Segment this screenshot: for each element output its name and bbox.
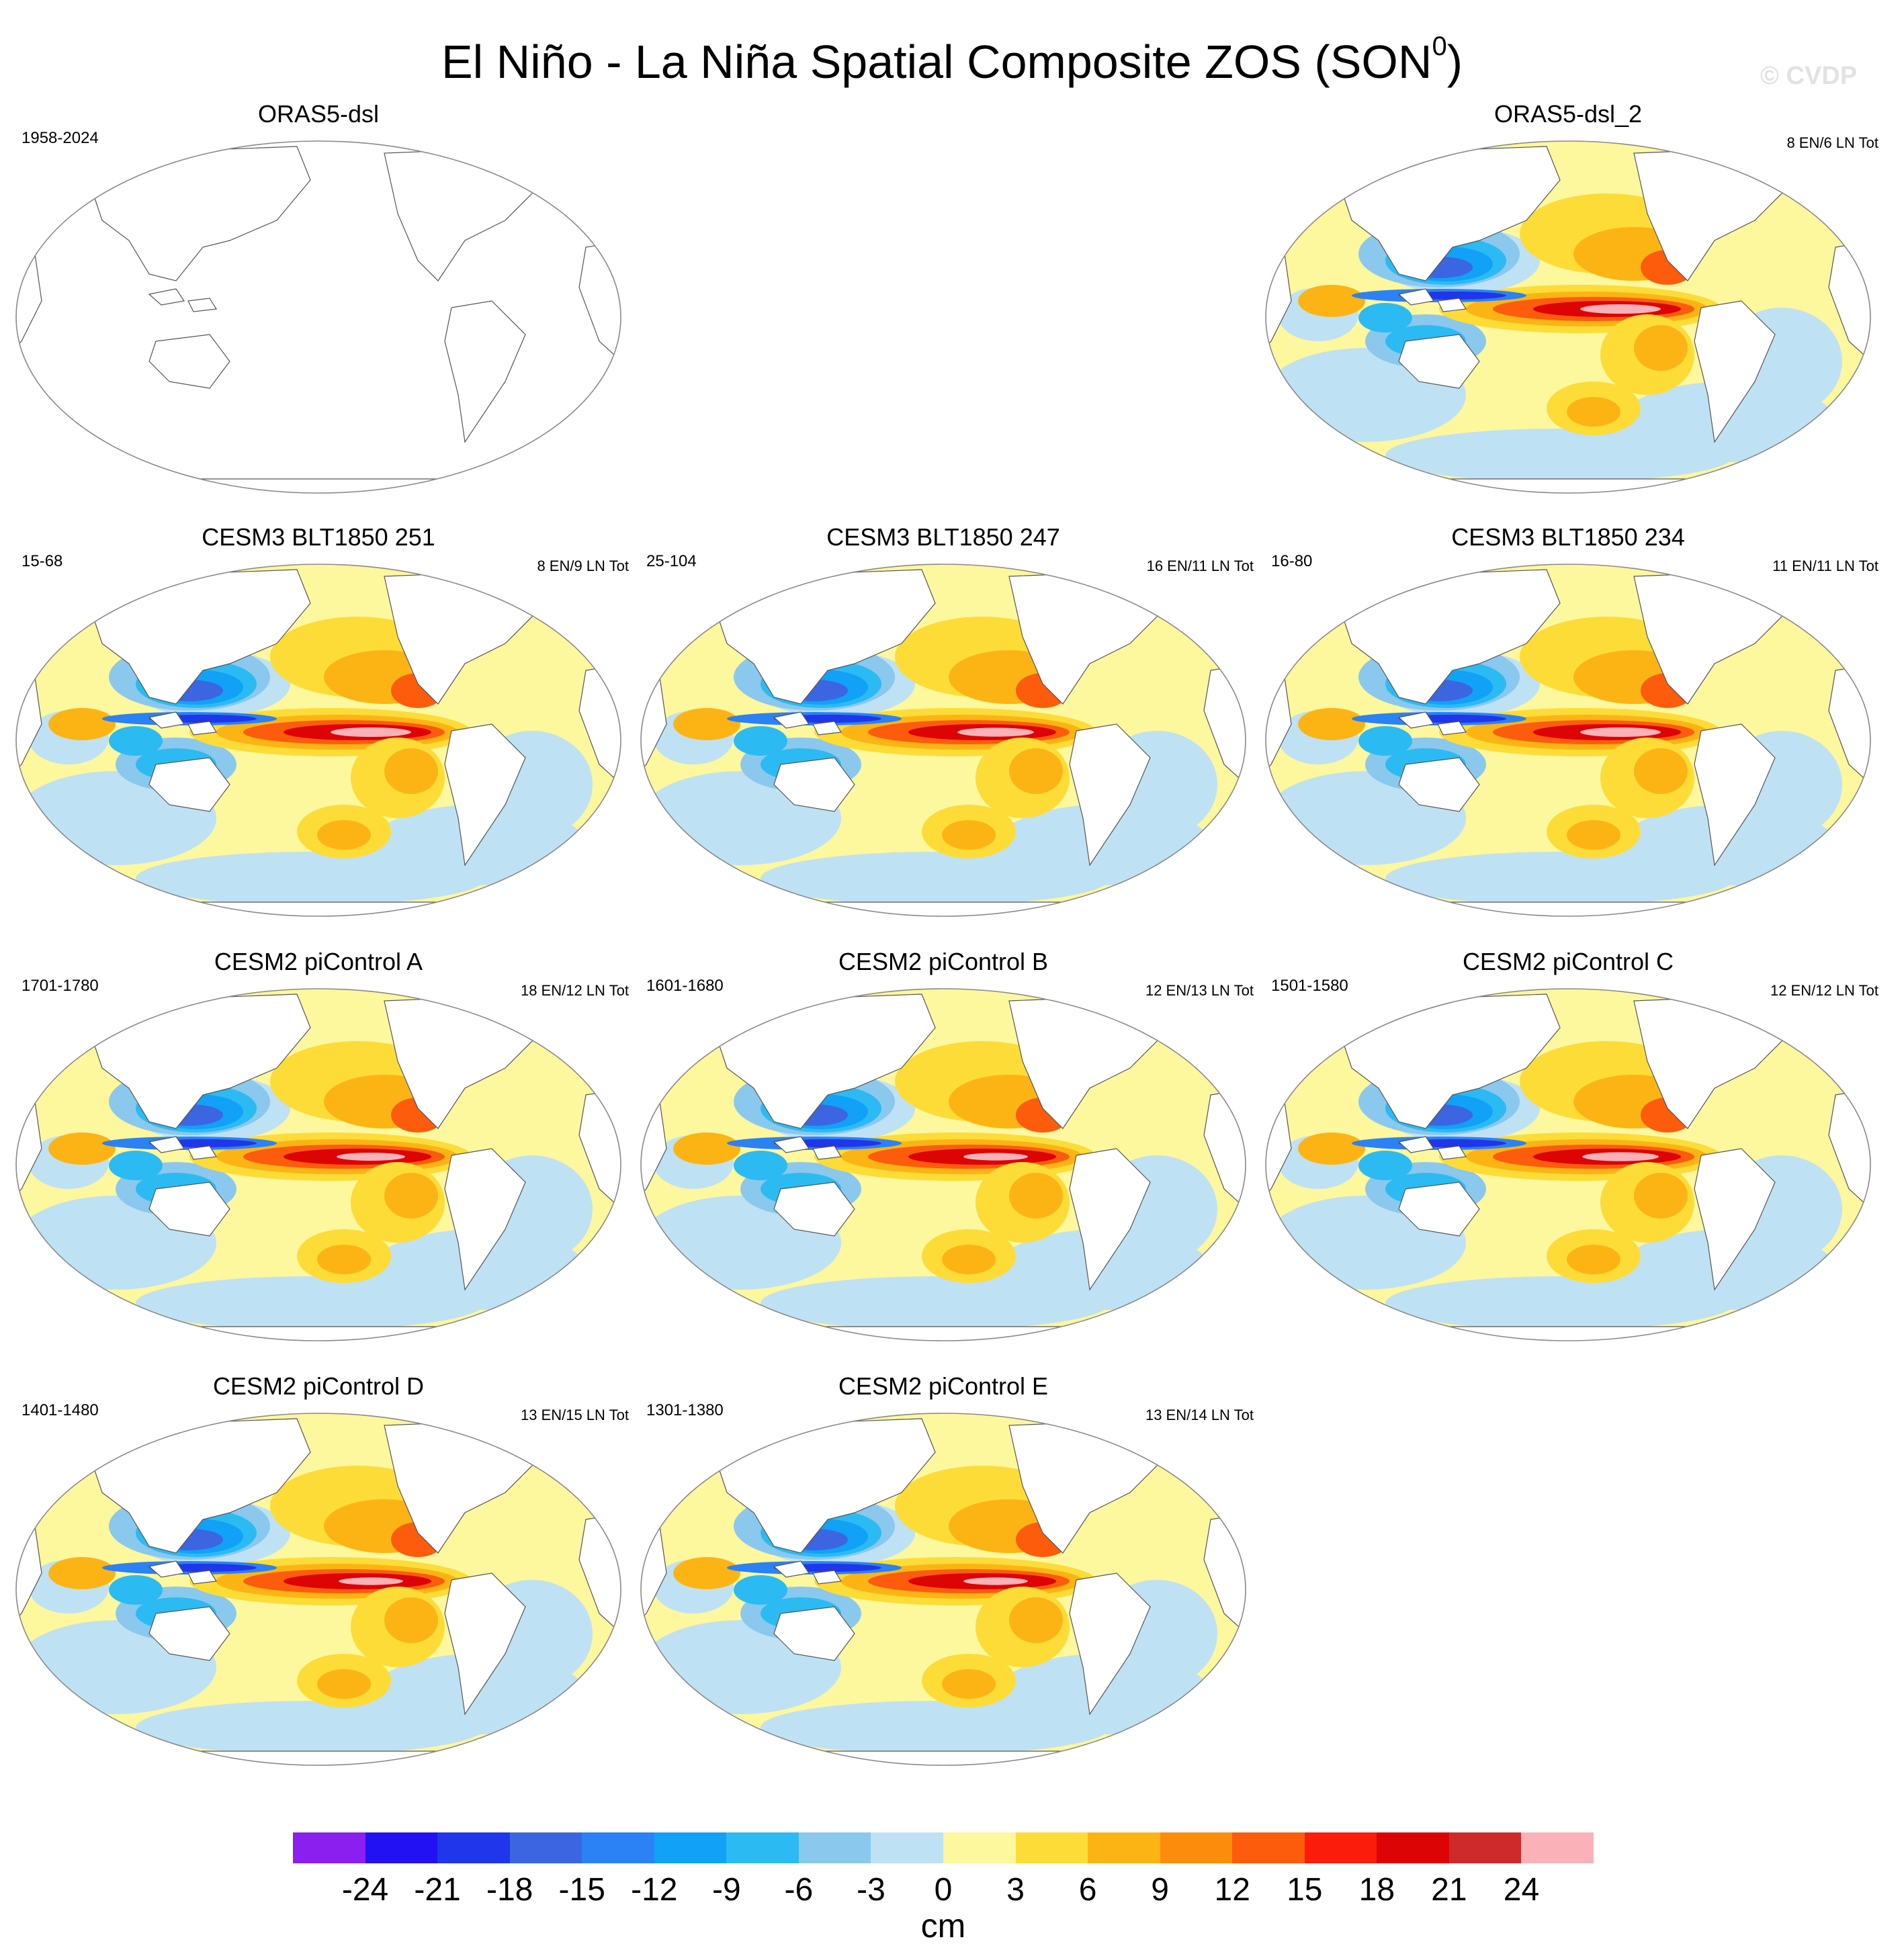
- colorbar-tick-label: -9: [711, 1872, 741, 1908]
- figure-title-text: El Niño - La Niña Spatial Composite ZOS …: [441, 36, 1432, 88]
- panel-event-count: 16 EN/11 LN Tot: [1146, 558, 1254, 574]
- colorbar-swatch: [1015, 1832, 1088, 1863]
- colorbar-swatch: [1377, 1832, 1450, 1863]
- colorbar-swatch: [293, 1832, 366, 1863]
- panel-event-count: 12 EN/13 LN Tot: [1145, 982, 1254, 999]
- panel-period: 1501-1580: [1271, 977, 1348, 995]
- colorbar-swatch: [582, 1832, 655, 1863]
- figure-title: El Niño - La Niña Spatial Composite ZOS …: [0, 16, 1904, 92]
- panel-title: CESM3 BLT1850 247: [826, 523, 1060, 551]
- robinson-map: [640, 564, 1246, 917]
- colorbar-tick-label: 0: [934, 1872, 953, 1908]
- panel-event-count: 12 EN/12 LN Tot: [1770, 982, 1878, 999]
- panel-event-count: 13 EN/15 LN Tot: [520, 1407, 629, 1423]
- panel-event-count: 8 EN/6 LN Tot: [1786, 134, 1878, 151]
- map-panel: ORAS5-dsl_2 8 EN/6 LN Tot: [1258, 101, 1878, 504]
- panel-event-count: 18 EN/12 LN Tot: [520, 982, 629, 999]
- panel-period: 25-104: [646, 552, 697, 570]
- robinson-map: [15, 564, 621, 917]
- figure-title-close: ): [1446, 36, 1463, 88]
- colorbar-swatch: [1088, 1832, 1161, 1863]
- robinson-map: [1265, 988, 1871, 1341]
- colorbar-tick-label: 9: [1151, 1872, 1170, 1908]
- colorbar-swatch: [437, 1832, 511, 1863]
- panel-event-count: 13 EN/14 LN Tot: [1145, 1407, 1254, 1423]
- colorbar-swatch: [871, 1832, 944, 1863]
- colorbar-swatch: [1304, 1832, 1377, 1863]
- colorbar: [293, 1832, 1594, 1863]
- figure-title-superscript: 0: [1432, 32, 1447, 61]
- colorbar-tick-label: -15: [558, 1872, 605, 1908]
- map-panel: CESM2 piControl B 1601-1680 12 EN/13 LN To…: [633, 948, 1254, 1351]
- cvdp-watermark: © CVDP: [1760, 62, 1858, 90]
- map-panel: CESM3 BLT1850 247 25-104 16 EN/11 LN Tot: [633, 524, 1254, 927]
- colorbar-swatch: [365, 1832, 438, 1863]
- panel-title: CESM2 piControl E: [838, 1372, 1049, 1400]
- panel-period: 1701-1780: [21, 977, 99, 995]
- robinson-map: [1265, 140, 1871, 494]
- colorbar-tick-label: -18: [486, 1872, 533, 1908]
- colorbar-tick-label: 3: [1006, 1872, 1025, 1908]
- panel-title: CESM3 BLT1850 234: [1451, 523, 1685, 551]
- map-panel: CESM2 piControl A 1701-1780 18 EN/12 LN To…: [8, 948, 629, 1351]
- colorbar-tick-label: -21: [414, 1872, 461, 1908]
- panel-title: ORAS5-dsl_2: [1494, 100, 1643, 128]
- robinson-map: [640, 988, 1246, 1341]
- panel-period: 1301-1380: [646, 1401, 724, 1419]
- colorbar-tick-label: -12: [631, 1872, 678, 1908]
- panel-period: 15-68: [21, 552, 63, 570]
- map-panel: CESM2 piControl D 1401-1480 13 EN/15 LN To…: [8, 1373, 629, 1776]
- robinson-map: [15, 988, 621, 1341]
- robinson-map: [640, 1413, 1246, 1766]
- colorbar-tick-label: -6: [784, 1872, 814, 1908]
- colorbar-swatch: [943, 1832, 1016, 1863]
- colorbar-swatch: [1521, 1832, 1594, 1863]
- panel-title: CESM3 BLT1850 251: [202, 523, 435, 551]
- panel-period: 1958-2024: [21, 129, 99, 147]
- colorbar-tick-label: -24: [341, 1872, 389, 1908]
- map-panel: CESM2 piControl E 1301-1380 13 EN/14 LN To…: [633, 1373, 1254, 1776]
- map-panel: ORAS5-dsl 1958-2024: [8, 101, 629, 504]
- map-panel: CESM3 BLT1850 251 15-68 8 EN/9 LN Tot: [8, 524, 629, 927]
- panel-title: CESM2 piControl A: [214, 948, 423, 975]
- colorbar-tick-label: 21: [1431, 1872, 1467, 1908]
- map-panel: CESM3 BLT1850 234 16-80 11 EN/11 LN Tot: [1258, 524, 1878, 927]
- robinson-map: [1265, 564, 1871, 917]
- panel-event-count: 8 EN/9 LN Tot: [537, 558, 629, 574]
- colorbar-swatch: [654, 1832, 727, 1863]
- panel-title: CESM2 piControl D: [212, 1372, 425, 1400]
- panel-period: 1401-1480: [21, 1401, 99, 1419]
- panel-period: 16-80: [1271, 552, 1313, 570]
- colorbar-swatch: [1448, 1832, 1522, 1863]
- panel-event-count: 11 EN/11 LN Tot: [1772, 558, 1878, 574]
- panel-title: CESM2 piControl B: [838, 948, 1049, 975]
- colorbar-tick-label: 15: [1287, 1872, 1323, 1908]
- colorbar-unit: cm: [920, 1907, 966, 1945]
- colorbar-swatch: [1232, 1832, 1305, 1863]
- colorbar-tick-label: 6: [1078, 1872, 1097, 1908]
- colorbar-tick-label: 24: [1503, 1872, 1540, 1908]
- colorbar-tick-label: -3: [857, 1872, 885, 1908]
- colorbar-swatch: [509, 1832, 582, 1863]
- colorbar-swatch: [726, 1832, 799, 1863]
- panel-period: 1601-1680: [646, 977, 724, 995]
- colorbar-swatch: [798, 1832, 871, 1863]
- robinson-map: [15, 1413, 621, 1766]
- panel-title: ORAS5-dsl: [257, 100, 380, 128]
- colorbar-tick-label: 18: [1358, 1872, 1395, 1908]
- map-panel: CESM2 piControl C 1501-1580 12 EN/12 LN To…: [1258, 948, 1878, 1351]
- colorbar-swatch: [1160, 1832, 1233, 1863]
- colorbar-tick-label: 12: [1214, 1872, 1250, 1908]
- robinson-map: [15, 140, 621, 494]
- panel-title: CESM2 piControl C: [1462, 948, 1674, 975]
